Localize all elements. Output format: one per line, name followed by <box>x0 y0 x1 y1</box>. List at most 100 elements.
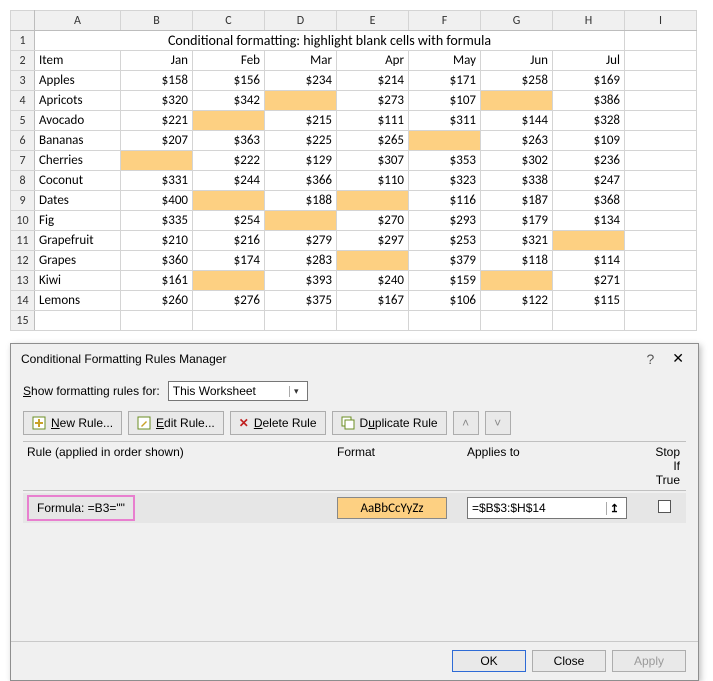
data-cell[interactable]: $375 <box>265 291 337 311</box>
data-cell[interactable]: $111 <box>337 111 409 131</box>
cell[interactable] <box>625 231 697 251</box>
data-cell[interactable]: $216 <box>193 231 265 251</box>
data-cell[interactable] <box>481 271 553 291</box>
edit-rule-button[interactable]: Edit Rule... <box>128 411 224 435</box>
col-header[interactable]: I <box>625 11 697 31</box>
data-header[interactable]: Mar <box>265 51 337 71</box>
data-cell[interactable]: $244 <box>193 171 265 191</box>
cell[interactable] <box>409 311 481 331</box>
row-header[interactable]: 12 <box>11 251 35 271</box>
data-cell[interactable] <box>337 251 409 271</box>
data-cell[interactable]: $283 <box>265 251 337 271</box>
data-cell[interactable]: $159 <box>409 271 481 291</box>
data-cell[interactable] <box>481 91 553 111</box>
duplicate-rule-button[interactable]: Duplicate Rule <box>332 411 447 435</box>
data-cell[interactable]: $161 <box>121 271 193 291</box>
data-cell[interactable]: $260 <box>121 291 193 311</box>
data-cell[interactable]: $144 <box>481 111 553 131</box>
data-cell[interactable]: $279 <box>265 231 337 251</box>
data-header[interactable]: Jul <box>553 51 625 71</box>
col-header[interactable]: G <box>481 11 553 31</box>
row-header[interactable]: 15 <box>11 311 35 331</box>
data-cell[interactable]: $273 <box>337 91 409 111</box>
data-cell[interactable]: $368 <box>553 191 625 211</box>
item-cell[interactable]: Grapes <box>35 251 121 271</box>
data-cell[interactable]: $253 <box>409 231 481 251</box>
data-cell[interactable]: $156 <box>193 71 265 91</box>
data-header[interactable]: Item <box>35 51 121 71</box>
data-header[interactable]: May <box>409 51 481 71</box>
data-cell[interactable]: $167 <box>337 291 409 311</box>
data-cell[interactable]: $366 <box>265 171 337 191</box>
cell[interactable] <box>625 91 697 111</box>
data-cell[interactable]: $118 <box>481 251 553 271</box>
cell[interactable] <box>481 311 553 331</box>
data-cell[interactable]: $107 <box>409 91 481 111</box>
data-cell[interactable]: $293 <box>409 211 481 231</box>
col-header[interactable]: F <box>409 11 481 31</box>
data-cell[interactable]: $122 <box>481 291 553 311</box>
row-header[interactable]: 4 <box>11 91 35 111</box>
data-cell[interactable]: $171 <box>409 71 481 91</box>
row-header[interactable]: 13 <box>11 271 35 291</box>
row-header[interactable]: 6 <box>11 131 35 151</box>
data-cell[interactable]: $240 <box>337 271 409 291</box>
data-cell[interactable]: $263 <box>481 131 553 151</box>
data-cell[interactable]: $174 <box>193 251 265 271</box>
cell[interactable] <box>625 311 697 331</box>
data-cell[interactable]: $188 <box>265 191 337 211</box>
data-cell[interactable] <box>265 211 337 231</box>
data-cell[interactable]: $321 <box>481 231 553 251</box>
row-header[interactable]: 3 <box>11 71 35 91</box>
data-cell[interactable]: $363 <box>193 131 265 151</box>
row-header[interactable]: 2 <box>11 51 35 71</box>
row-header[interactable]: 10 <box>11 211 35 231</box>
data-cell[interactable]: $360 <box>121 251 193 271</box>
data-cell[interactable]: $222 <box>193 151 265 171</box>
move-up-button[interactable]: ˄ <box>453 411 479 435</box>
data-cell[interactable]: $215 <box>265 111 337 131</box>
data-cell[interactable]: $116 <box>409 191 481 211</box>
cell[interactable] <box>35 311 121 331</box>
item-cell[interactable]: Apricots <box>35 91 121 111</box>
data-cell[interactable]: $179 <box>481 211 553 231</box>
data-cell[interactable]: $353 <box>409 151 481 171</box>
cell[interactable] <box>625 191 697 211</box>
data-cell[interactable]: $271 <box>553 271 625 291</box>
cell[interactable] <box>625 51 697 71</box>
item-cell[interactable]: Lemons <box>35 291 121 311</box>
apply-button[interactable]: Apply <box>612 650 686 672</box>
sheet-title[interactable]: Conditional formatting: highlight blank … <box>35 31 625 51</box>
row-header[interactable]: 1 <box>11 31 35 51</box>
data-cell[interactable]: $258 <box>481 71 553 91</box>
data-cell[interactable] <box>337 191 409 211</box>
data-cell[interactable]: $187 <box>481 191 553 211</box>
corner-cell[interactable] <box>11 11 35 31</box>
data-cell[interactable]: $400 <box>121 191 193 211</box>
data-cell[interactable]: $236 <box>553 151 625 171</box>
data-cell[interactable]: $247 <box>553 171 625 191</box>
data-cell[interactable]: $265 <box>337 131 409 151</box>
data-cell[interactable] <box>265 91 337 111</box>
data-cell[interactable]: $109 <box>553 131 625 151</box>
col-header[interactable]: D <box>265 11 337 31</box>
stop-if-true-checkbox[interactable] <box>658 500 671 513</box>
data-header[interactable]: Feb <box>193 51 265 71</box>
row-header[interactable]: 7 <box>11 151 35 171</box>
cell[interactable] <box>625 71 697 91</box>
data-cell[interactable]: $114 <box>553 251 625 271</box>
data-cell[interactable]: $115 <box>553 291 625 311</box>
data-cell[interactable]: $110 <box>337 171 409 191</box>
data-cell[interactable]: $311 <box>409 111 481 131</box>
cell[interactable] <box>121 311 193 331</box>
col-header[interactable]: E <box>337 11 409 31</box>
data-cell[interactable]: $335 <box>121 211 193 231</box>
col-header[interactable]: A <box>35 11 121 31</box>
move-down-button[interactable]: ˅ <box>485 411 511 435</box>
item-cell[interactable]: Bananas <box>35 131 121 151</box>
cell[interactable] <box>625 291 697 311</box>
data-cell[interactable] <box>193 271 265 291</box>
data-cell[interactable]: $270 <box>337 211 409 231</box>
data-cell[interactable]: $106 <box>409 291 481 311</box>
cell[interactable] <box>625 251 697 271</box>
